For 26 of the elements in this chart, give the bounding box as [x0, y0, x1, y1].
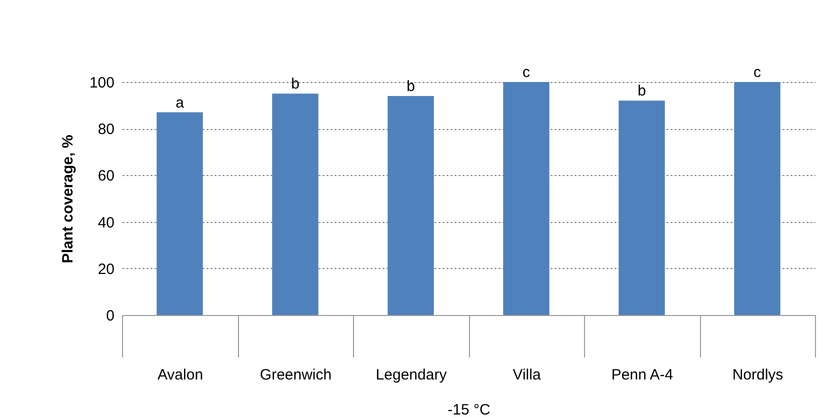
y-tick-label: 100	[89, 74, 114, 92]
annotation: b	[406, 78, 415, 95]
bar	[618, 100, 665, 315]
annotation: a	[176, 94, 185, 112]
y-tick-label: 20	[98, 260, 114, 278]
x-tick-label: Nordlys	[732, 366, 784, 384]
x-tick-label: Greenwich	[260, 366, 332, 384]
bar	[272, 94, 318, 315]
annotation: c	[522, 64, 530, 81]
bar	[734, 82, 780, 315]
y-axis-title: Plant coverage, %	[59, 134, 76, 264]
bar	[156, 112, 203, 315]
y-tick-label: 60	[98, 168, 114, 185]
annotation: b	[638, 82, 646, 100]
y-tick-label: 0	[106, 308, 114, 324]
x-axis-title: -15 °C	[448, 402, 490, 417]
x-tick-label: Avalon	[157, 366, 204, 384]
y-tick-label: 40	[98, 214, 114, 232]
annotation: c	[754, 64, 762, 81]
bar	[503, 82, 550, 315]
x-tick-label: Penn A-4	[611, 366, 674, 384]
x-tick-label: Legendary	[376, 366, 448, 384]
annotation: b	[291, 76, 300, 93]
bar	[388, 96, 434, 315]
x-tick-label: Villa	[512, 366, 542, 384]
y-tick-label: 80	[98, 121, 114, 138]
